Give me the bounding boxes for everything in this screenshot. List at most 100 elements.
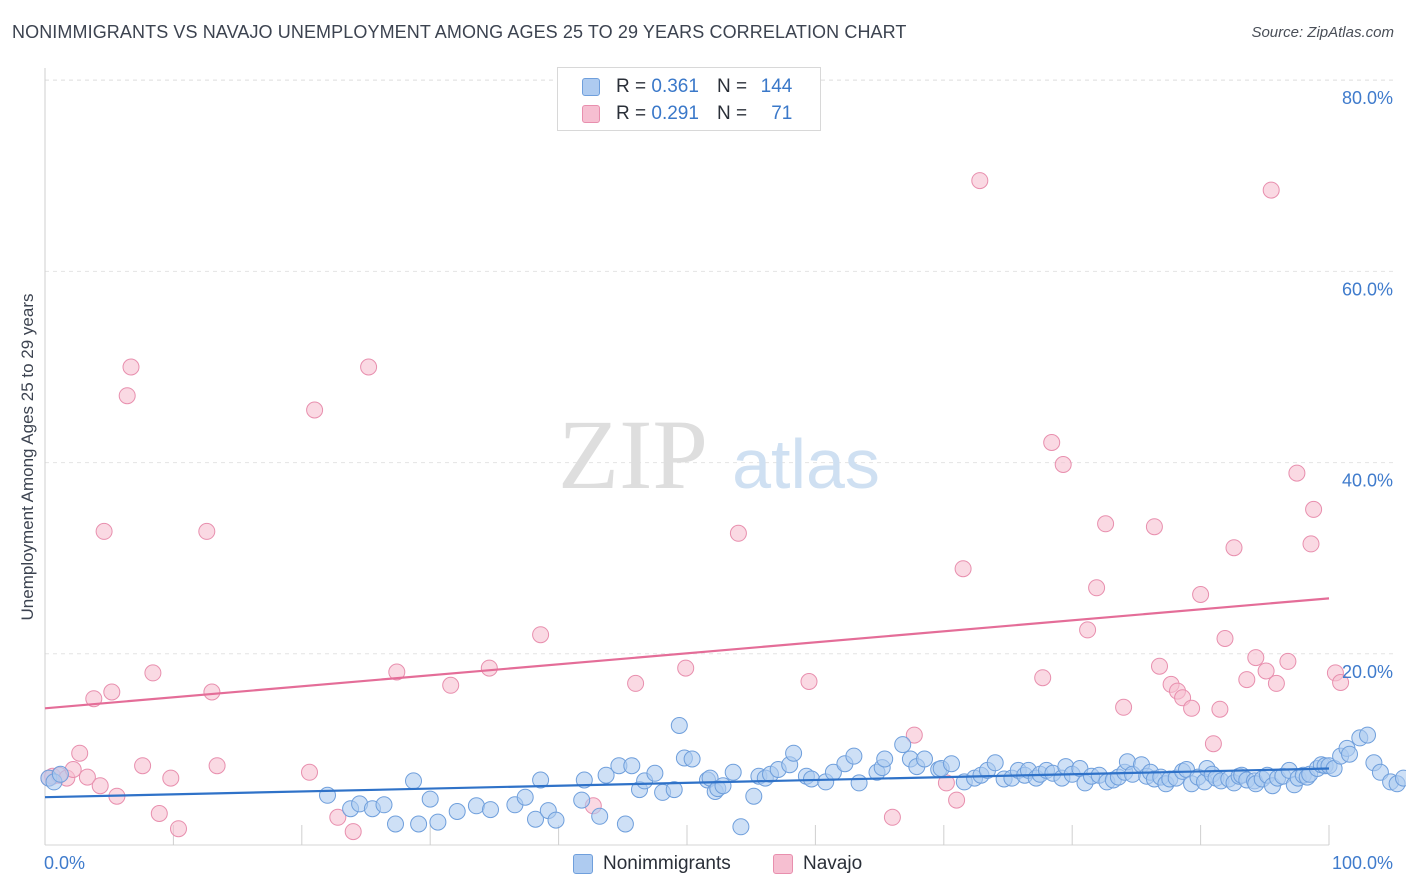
navajo-point: [134, 757, 152, 775]
navajo-point: [78, 768, 96, 786]
navajo-point: [1079, 621, 1097, 639]
nonimmigrants-point: [724, 763, 742, 781]
navajo-point: [883, 808, 901, 826]
y-axis-title: Unemployment Among Ages 25 to 29 years: [18, 293, 37, 621]
nonimmigrants-point: [516, 788, 534, 806]
navajo-point: [1192, 586, 1210, 603]
nonimmigrants-point: [943, 755, 960, 773]
navajo-point: [677, 659, 695, 677]
nonimmigrants-point: [916, 750, 933, 768]
nonimmigrants-point: [375, 796, 393, 814]
nonimmigrants-point: [732, 818, 750, 836]
navajo-point: [71, 744, 89, 762]
legend-r-value: 0.291: [651, 103, 699, 124]
navajo-point: [1332, 674, 1350, 691]
navajo-point: [971, 172, 989, 190]
nonimmigrants-point: [683, 750, 701, 768]
nonimmigrants-point: [387, 815, 404, 833]
navajo-point: [1088, 579, 1106, 597]
watermark-zip: ZIP: [558, 399, 708, 510]
nonimmigrants-point: [532, 771, 550, 789]
legend-n-label: N =: [716, 76, 748, 97]
navajo-point: [1302, 535, 1320, 553]
navajo-point: [118, 387, 136, 405]
legend-r-label: R =: [616, 103, 647, 124]
axes: [44, 68, 1330, 846]
watermark-atlas: atlas: [732, 425, 880, 503]
navajo-point: [91, 777, 109, 795]
navajo-point: [1262, 181, 1280, 199]
legend-n-value: 144: [760, 76, 793, 97]
nonimmigrants-point: [573, 791, 591, 809]
navajo-point: [1183, 699, 1201, 717]
navajo-point: [203, 683, 221, 701]
nonimmigrants-point: [986, 754, 1004, 772]
nonimmigrants-point: [421, 790, 439, 808]
nonimmigrants-point: [1341, 745, 1358, 763]
navajo-point: [329, 808, 347, 826]
navajo-point: [800, 673, 818, 690]
nonimmigrants-point: [448, 803, 466, 820]
bottom-legend-label: Navajo: [803, 853, 863, 874]
navajo-point: [122, 358, 140, 376]
y-tick-label: 20.0%: [1342, 662, 1393, 682]
nonimmigrants-point: [894, 736, 912, 754]
nonimmigrants-point: [845, 747, 863, 765]
navajo-point: [480, 659, 498, 677]
legend-r-label: R =: [616, 76, 647, 97]
nonimmigrants-point: [467, 797, 485, 815]
navajo-point: [1247, 649, 1265, 667]
bottom-legend-swatch-pink: [773, 854, 793, 874]
navajo-point: [301, 763, 318, 781]
nonimmigrants-point: [51, 765, 69, 783]
legend-swatch-blue: [582, 78, 600, 96]
nonimmigrants-point: [785, 744, 803, 762]
tick-labels: 20.0% 40.0% 60.0% 80.0% 0.0% 100.0%: [44, 88, 1393, 873]
legend-row-nonimmigrants: R = 0.361 N = 144: [582, 75, 792, 99]
legend-r-value: 0.361: [651, 76, 699, 97]
nonimmigrants-point: [410, 815, 428, 833]
navajo-point: [1034, 669, 1052, 687]
nonimmigrants-point: [665, 781, 683, 799]
chart-title: NONIMMIGRANTS VS NAVAJO UNEMPLOYMENT AMO…: [12, 22, 907, 42]
navajo-point: [162, 769, 180, 787]
nonimmigrants-point: [745, 787, 763, 805]
navajo-point: [1267, 674, 1285, 692]
navajo-point: [1216, 630, 1234, 647]
navajo-point: [144, 664, 162, 682]
navajo-point: [360, 358, 378, 376]
legend-n-label: N =: [716, 103, 748, 124]
navajo-point: [442, 676, 460, 694]
legend-swatch-pink: [582, 105, 600, 123]
nonimmigrants-points: [40, 717, 1406, 836]
navajo-point: [170, 820, 187, 838]
navajo-point: [1151, 657, 1168, 675]
legend-row-navajo: R = 0.291 N = 71: [582, 102, 792, 126]
nonimmigrants-point: [1359, 726, 1376, 744]
nonimmigrants-point: [405, 772, 422, 790]
navajo-point: [1204, 735, 1222, 753]
navajo-point: [150, 805, 168, 822]
navajo-point: [1257, 662, 1275, 680]
watermark: ZIP atlas: [558, 399, 880, 510]
correlation-legend: R = 0.361 N = 144 R = 0.291 N = 71: [557, 67, 821, 131]
y-tick-label: 80.0%: [1342, 88, 1393, 108]
navajo-point: [198, 522, 216, 540]
navajo-point: [905, 726, 923, 744]
navajo-point: [729, 524, 747, 542]
navajo-point: [103, 683, 121, 701]
x-tick-label: 100.0%: [1332, 853, 1393, 873]
navajo-point: [306, 401, 324, 419]
nonimmigrants-trend-line: [44, 767, 1330, 799]
nonimmigrants-point: [714, 777, 732, 795]
navajo-point: [1279, 652, 1297, 670]
bottom-legend-label: Nonimmigrants: [603, 853, 731, 874]
nonimmigrants-point: [482, 801, 499, 819]
navajo-point: [208, 757, 226, 775]
y-tick-label: 40.0%: [1342, 471, 1393, 491]
navajo-point: [1043, 434, 1061, 451]
navajo-point: [627, 674, 645, 692]
navajo-point: [1225, 539, 1243, 557]
navajo-point: [1115, 698, 1133, 716]
y-tick-label: 60.0%: [1342, 279, 1393, 299]
